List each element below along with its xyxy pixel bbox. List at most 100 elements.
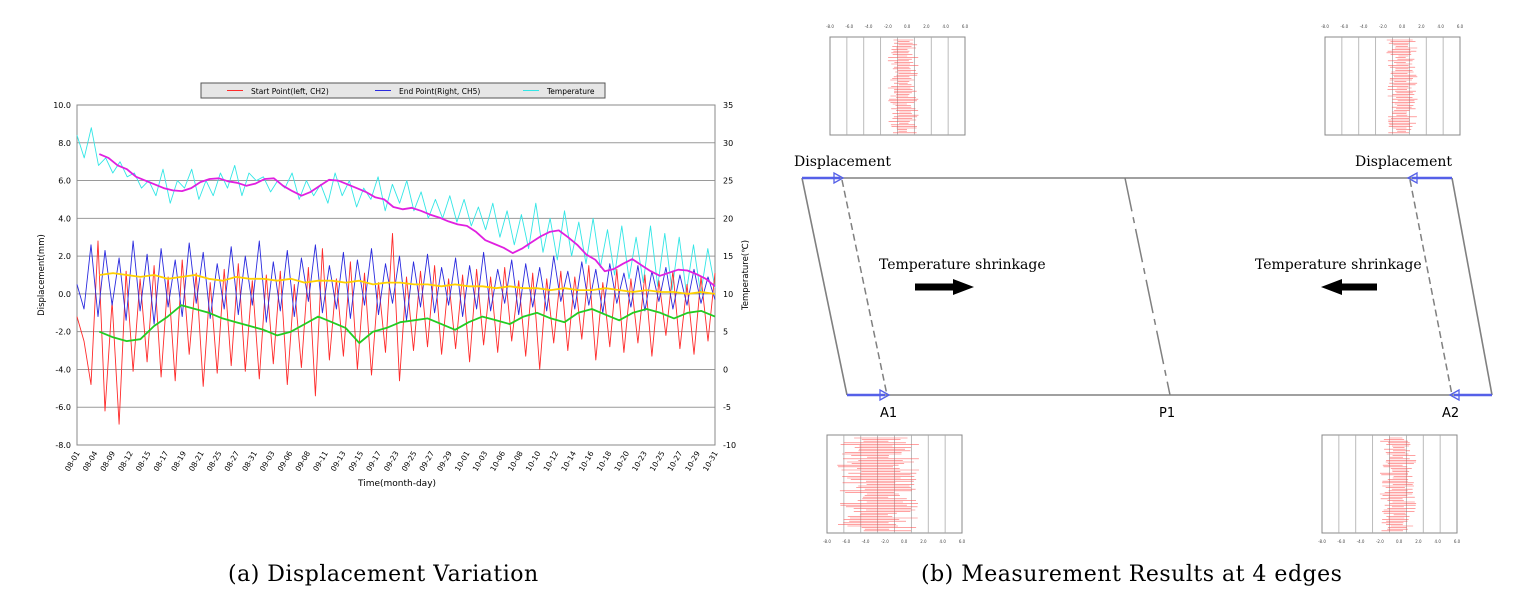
x-tick-label: 10-01 [453,449,472,473]
inset-tick-label: -4.0 [862,539,870,544]
inset-plot-bottom-right: -8.0 -6.0 -4.0 -2.0 0.0 2.0 4.0 6.0 [1318,434,1461,544]
x-tick-label: 09-23 [382,449,401,473]
x-tick-label: 09-29 [435,449,454,473]
y2-tick-label: 35 [723,101,733,110]
series-line-2 [76,127,716,295]
legend-label-start: Start Point(left, CH2) [251,87,329,96]
shrinkage-label-right: Temperature shrinkage [1255,257,1422,273]
inset-tick-label: 6.0 [962,24,969,29]
y2-tick-label: -5 [723,403,731,412]
series-line-4 [98,304,716,344]
x-tick-label: 08-27 [223,449,242,473]
deck-left-dashed [841,179,888,396]
inset-tick-label: -2.0 [1376,539,1384,544]
inset-tick-label: 2.0 [920,539,927,544]
y2-tick-label: 10 [723,290,733,299]
series-lines [76,127,716,425]
x-tick-label: 10-18 [595,449,614,473]
x-tick-label: 10-06 [488,449,507,473]
x-tick-label: 09-25 [400,449,419,473]
x-tick-label: 08-09 [98,449,117,473]
deck-right-dashed [1409,179,1453,396]
y2-tick-label: -10 [723,441,736,450]
y2-axis-label: Temperature(℃) [741,240,751,311]
y-tick-label: 8.0 [58,139,71,148]
y-axis-ticks: 10.0 8.0 6.0 4.0 2.0 0.0 -2.0 -4.0 -6.0 -8.0 [53,101,71,450]
inset-measurement-trace [887,39,919,134]
caption-b: (b) Measurement Results at 4 edges [921,562,1343,587]
y2-axis-ticks: 35 30 25 20 15 10 5 0 -5 -10 [723,101,736,450]
y2-tick-label: 20 [723,214,733,223]
shrinkage-label-left: Temperature shrinkage [879,257,1046,273]
y-axis-label: Displacement(mm) [37,234,47,316]
inset-tick-label: 2.0 [1418,24,1425,29]
x-tick-label: 10-25 [648,449,667,473]
y-tick-label: 4.0 [58,214,71,223]
x-tick-label: 10-03 [471,449,490,473]
x-tick-label: 08-25 [205,449,224,473]
deck-right-edge [1451,177,1493,396]
x-tick-label: 09-06 [276,449,295,473]
displacement-label-left: Displacement [794,154,891,170]
inset-tick-label: -8.0 [826,24,834,29]
inset-measurement-trace [1386,39,1418,134]
x-tick-label: 09-08 [293,449,312,473]
x-tick-label: 08-01 [63,449,82,473]
legend: Start Point(left, CH2) End Point(Right, … [200,82,606,99]
inset-tick-label: 0.0 [1396,539,1403,544]
deck-left-edge [801,177,848,396]
inset-plot-top-right: -8.0 -6.0 -4.0 -2.0 0.0 2.0 4.0 6.0 [1321,24,1464,136]
y-tick-label: -6.0 [55,403,71,412]
inset-measurement-trace [837,437,919,532]
pier-line-p1 [1124,177,1171,396]
x-tick-label: 10-29 [683,449,702,473]
shrinkage-arrow-right-icon [915,279,974,295]
arrow-bottom-right-icon [1448,388,1492,402]
y2-tick-label: 5 [723,328,728,337]
inset-tick-label: -8.0 [1321,24,1329,29]
displacement-arrows [802,171,1492,402]
label-a1: A1 [880,406,897,421]
inset-tick-label: 0.0 [1399,24,1406,29]
x-axis-label: Time(month-day) [357,479,436,489]
inset-tick-label: -4.0 [1360,24,1368,29]
y-tick-label: -8.0 [55,441,71,450]
inset-plot-bottom-left: -8.0 -6.0 -4.0 -2.0 0.0 2.0 4.0 6.0 [823,434,966,544]
legend-label-temp: Temperature [546,87,595,96]
y-tick-label: 10.0 [53,101,71,110]
y-tick-label: 2.0 [58,252,71,261]
inset-tick-label: 6.0 [1457,24,1464,29]
x-tick-label: 08-21 [187,449,206,473]
x-tick-label: 10-14 [559,449,578,473]
inset-tick-label: 4.0 [1438,24,1445,29]
x-tick-label: 10-16 [577,449,596,473]
caption-a: (a) Displacement Variation [228,562,539,587]
x-tick-label: 10-20 [612,449,631,473]
x-tick-label: 09-13 [329,449,348,473]
x-tick-label: 09-11 [311,449,330,473]
bridge-deck [801,177,1493,396]
inset-tick-label: -4.0 [1357,539,1365,544]
x-tick-label: 10-12 [542,449,561,473]
x-tick-label: 09-17 [364,449,383,473]
inset-tick-label: -6.0 [845,24,853,29]
inset-tick-label: 4.0 [943,24,950,29]
inset-tick-label: -8.0 [1318,539,1326,544]
inset-tick-label: -2.0 [881,539,889,544]
inset-tick-label: -2.0 [884,24,892,29]
x-tick-label: 08-12 [116,449,135,473]
y-tick-label: -4.0 [55,365,71,374]
arrow-top-right-icon [1406,171,1452,185]
x-tick-label: 09-03 [258,449,277,473]
x-tick-label: 08-15 [134,449,153,473]
label-p1: P1 [1159,406,1175,421]
inset-tick-label: 0.0 [901,539,908,544]
displacement-label-right: Displacement [1355,154,1452,170]
y-tick-label: 0.0 [58,290,71,299]
y2-tick-label: 25 [723,177,733,186]
x-tick-label: 10-10 [524,449,543,473]
bridge-diagram: -8.0 -6.0 -4.0 -2.0 0.0 2.0 4.0 6.0 -8.0 -6.0 -4.… [794,24,1493,544]
x-tick-label: 10-31 [701,449,720,473]
x-axis-ticks: 08-01 08-04 08-09 08-12 08-15 08-17 08-19 08-21… [63,449,720,473]
shrinkage-arrow-left-icon [1321,279,1377,295]
